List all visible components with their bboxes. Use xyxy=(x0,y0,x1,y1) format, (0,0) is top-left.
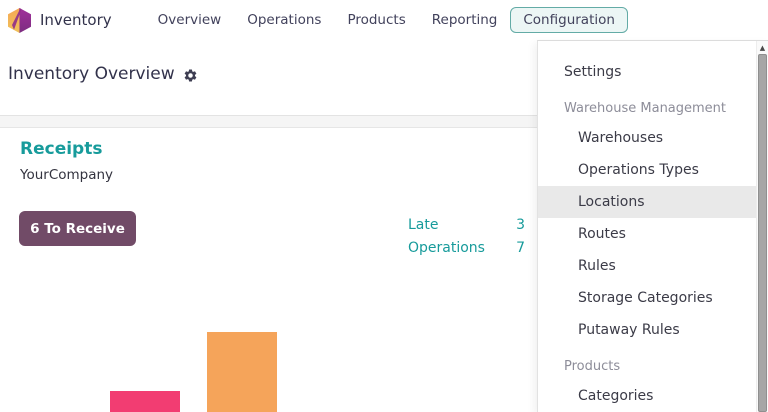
gear-icon[interactable] xyxy=(183,68,198,83)
page-background-strip xyxy=(0,116,768,127)
page-title: Inventory Overview xyxy=(8,64,175,84)
configuration-dropdown-menu: Settings Warehouse Management Warehouses Op… xyxy=(537,40,768,412)
menu-item-routes[interactable]: Routes xyxy=(578,226,626,242)
menu-item-operations-types[interactable]: Operations Types xyxy=(578,162,699,178)
top-navbar: Inventory Overview Operations Products Repo… xyxy=(0,0,768,40)
nav-menu: Overview Operations Products Reporting Confi… xyxy=(158,7,628,33)
company-name: YourCompany xyxy=(20,167,114,183)
chart-bar-2[interactable] xyxy=(207,332,277,412)
nav-item-products[interactable]: Products xyxy=(347,12,406,28)
menu-section-header-warehouse-management: Warehouse Management xyxy=(564,101,727,116)
nav-item-operations[interactable]: Operations xyxy=(247,12,322,28)
nav-item-reporting[interactable]: Reporting xyxy=(431,12,498,28)
control-panel-divider xyxy=(0,115,768,116)
card-top-border xyxy=(0,127,768,128)
menu-item-settings[interactable]: Settings xyxy=(564,64,622,80)
chart-bar-1[interactable] xyxy=(110,391,180,412)
dropdown-scrollbar[interactable]: ▲ xyxy=(756,41,768,412)
menu-item-locations[interactable]: Locations xyxy=(538,186,768,218)
stat-value[interactable]: 3 xyxy=(516,216,525,233)
scrollbar-thumb[interactable] xyxy=(758,54,767,412)
stat-value[interactable]: 7 xyxy=(516,239,525,256)
dropdown-items: Settings Warehouse Management Warehouses Op… xyxy=(538,56,768,412)
stat-label[interactable]: Operations xyxy=(408,239,485,256)
menu-section-header-products: Products xyxy=(564,359,621,374)
card-stats: Late 3 Operations 7 xyxy=(408,213,525,259)
menu-item-warehouses[interactable]: Warehouses xyxy=(578,130,664,146)
menu-item-rules[interactable]: Rules xyxy=(578,258,616,274)
receipts-card-title[interactable]: Receipts xyxy=(20,139,103,159)
menu-item-categories[interactable]: Categories xyxy=(578,388,654,404)
control-panel: Inventory Overview xyxy=(8,64,198,84)
nav-item-configuration[interactable]: Configuration xyxy=(510,7,628,33)
inventory-app-logo-icon[interactable] xyxy=(8,7,31,33)
scrollbar-up-arrow-icon[interactable]: ▲ xyxy=(759,44,766,52)
receipts-bar-chart xyxy=(0,128,540,412)
stat-label[interactable]: Late xyxy=(408,216,439,233)
app-name[interactable]: Inventory xyxy=(40,11,112,29)
menu-item-putaway-rules[interactable]: Putaway Rules xyxy=(578,322,680,338)
nav-item-overview[interactable]: Overview xyxy=(157,12,222,28)
stat-row-late[interactable]: Late 3 xyxy=(408,213,525,236)
to-receive-button[interactable]: 6 To Receive xyxy=(19,211,136,246)
stat-row-operations[interactable]: Operations 7 xyxy=(408,236,525,259)
menu-item-storage-categories[interactable]: Storage Categories xyxy=(578,290,713,306)
